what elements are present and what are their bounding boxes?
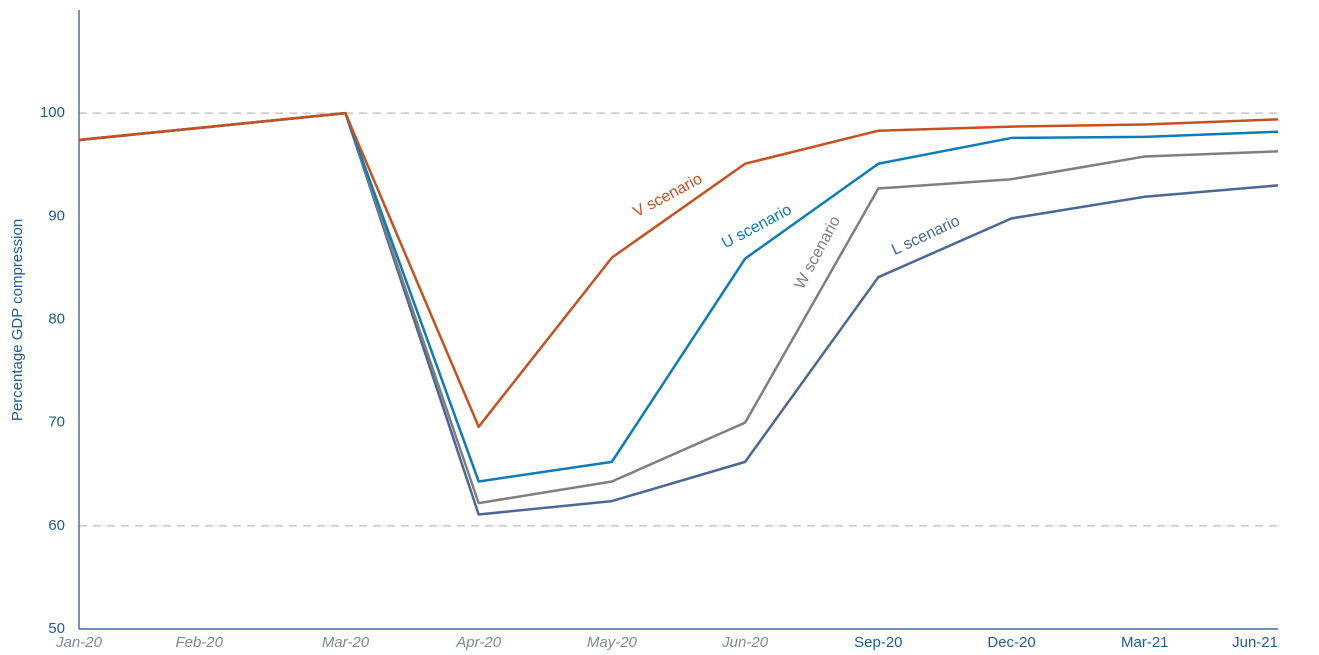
x-tick-label: Apr-20 — [455, 634, 501, 651]
x-tick-label: Jun-20 — [721, 634, 769, 651]
y-tick-label: 80 — [48, 310, 65, 327]
y-tick-label: 90 — [48, 207, 65, 224]
x-tick-label: Jan-20 — [55, 634, 103, 651]
line-series — [78, 111, 1279, 505]
x-tick-label: Jun-21 — [1232, 634, 1278, 651]
x-tick-label: Mar-21 — [1121, 634, 1169, 651]
line-series — [78, 111, 1279, 516]
x-tick-label: May-20 — [587, 634, 638, 651]
y-axis-title: Percentage GDP compression — [9, 219, 26, 421]
x-tick-label: Sep-20 — [854, 634, 902, 651]
series-label: W scenario — [791, 213, 844, 292]
y-tick-label: 100 — [40, 104, 65, 121]
series-label: U scenario — [719, 201, 795, 252]
line-series — [78, 111, 1279, 483]
y-tick-label: 70 — [48, 414, 65, 431]
series-label: L scenario — [889, 213, 963, 259]
y-tick-label: 60 — [48, 517, 65, 534]
y-tick-label: 50 — [48, 620, 65, 637]
x-tick-label: Feb-20 — [175, 634, 223, 651]
series-label: V scenario — [631, 170, 706, 221]
x-tick-label: Dec-20 — [987, 634, 1035, 651]
x-tick-label: Mar-20 — [322, 634, 370, 651]
line-series — [78, 111, 1279, 429]
